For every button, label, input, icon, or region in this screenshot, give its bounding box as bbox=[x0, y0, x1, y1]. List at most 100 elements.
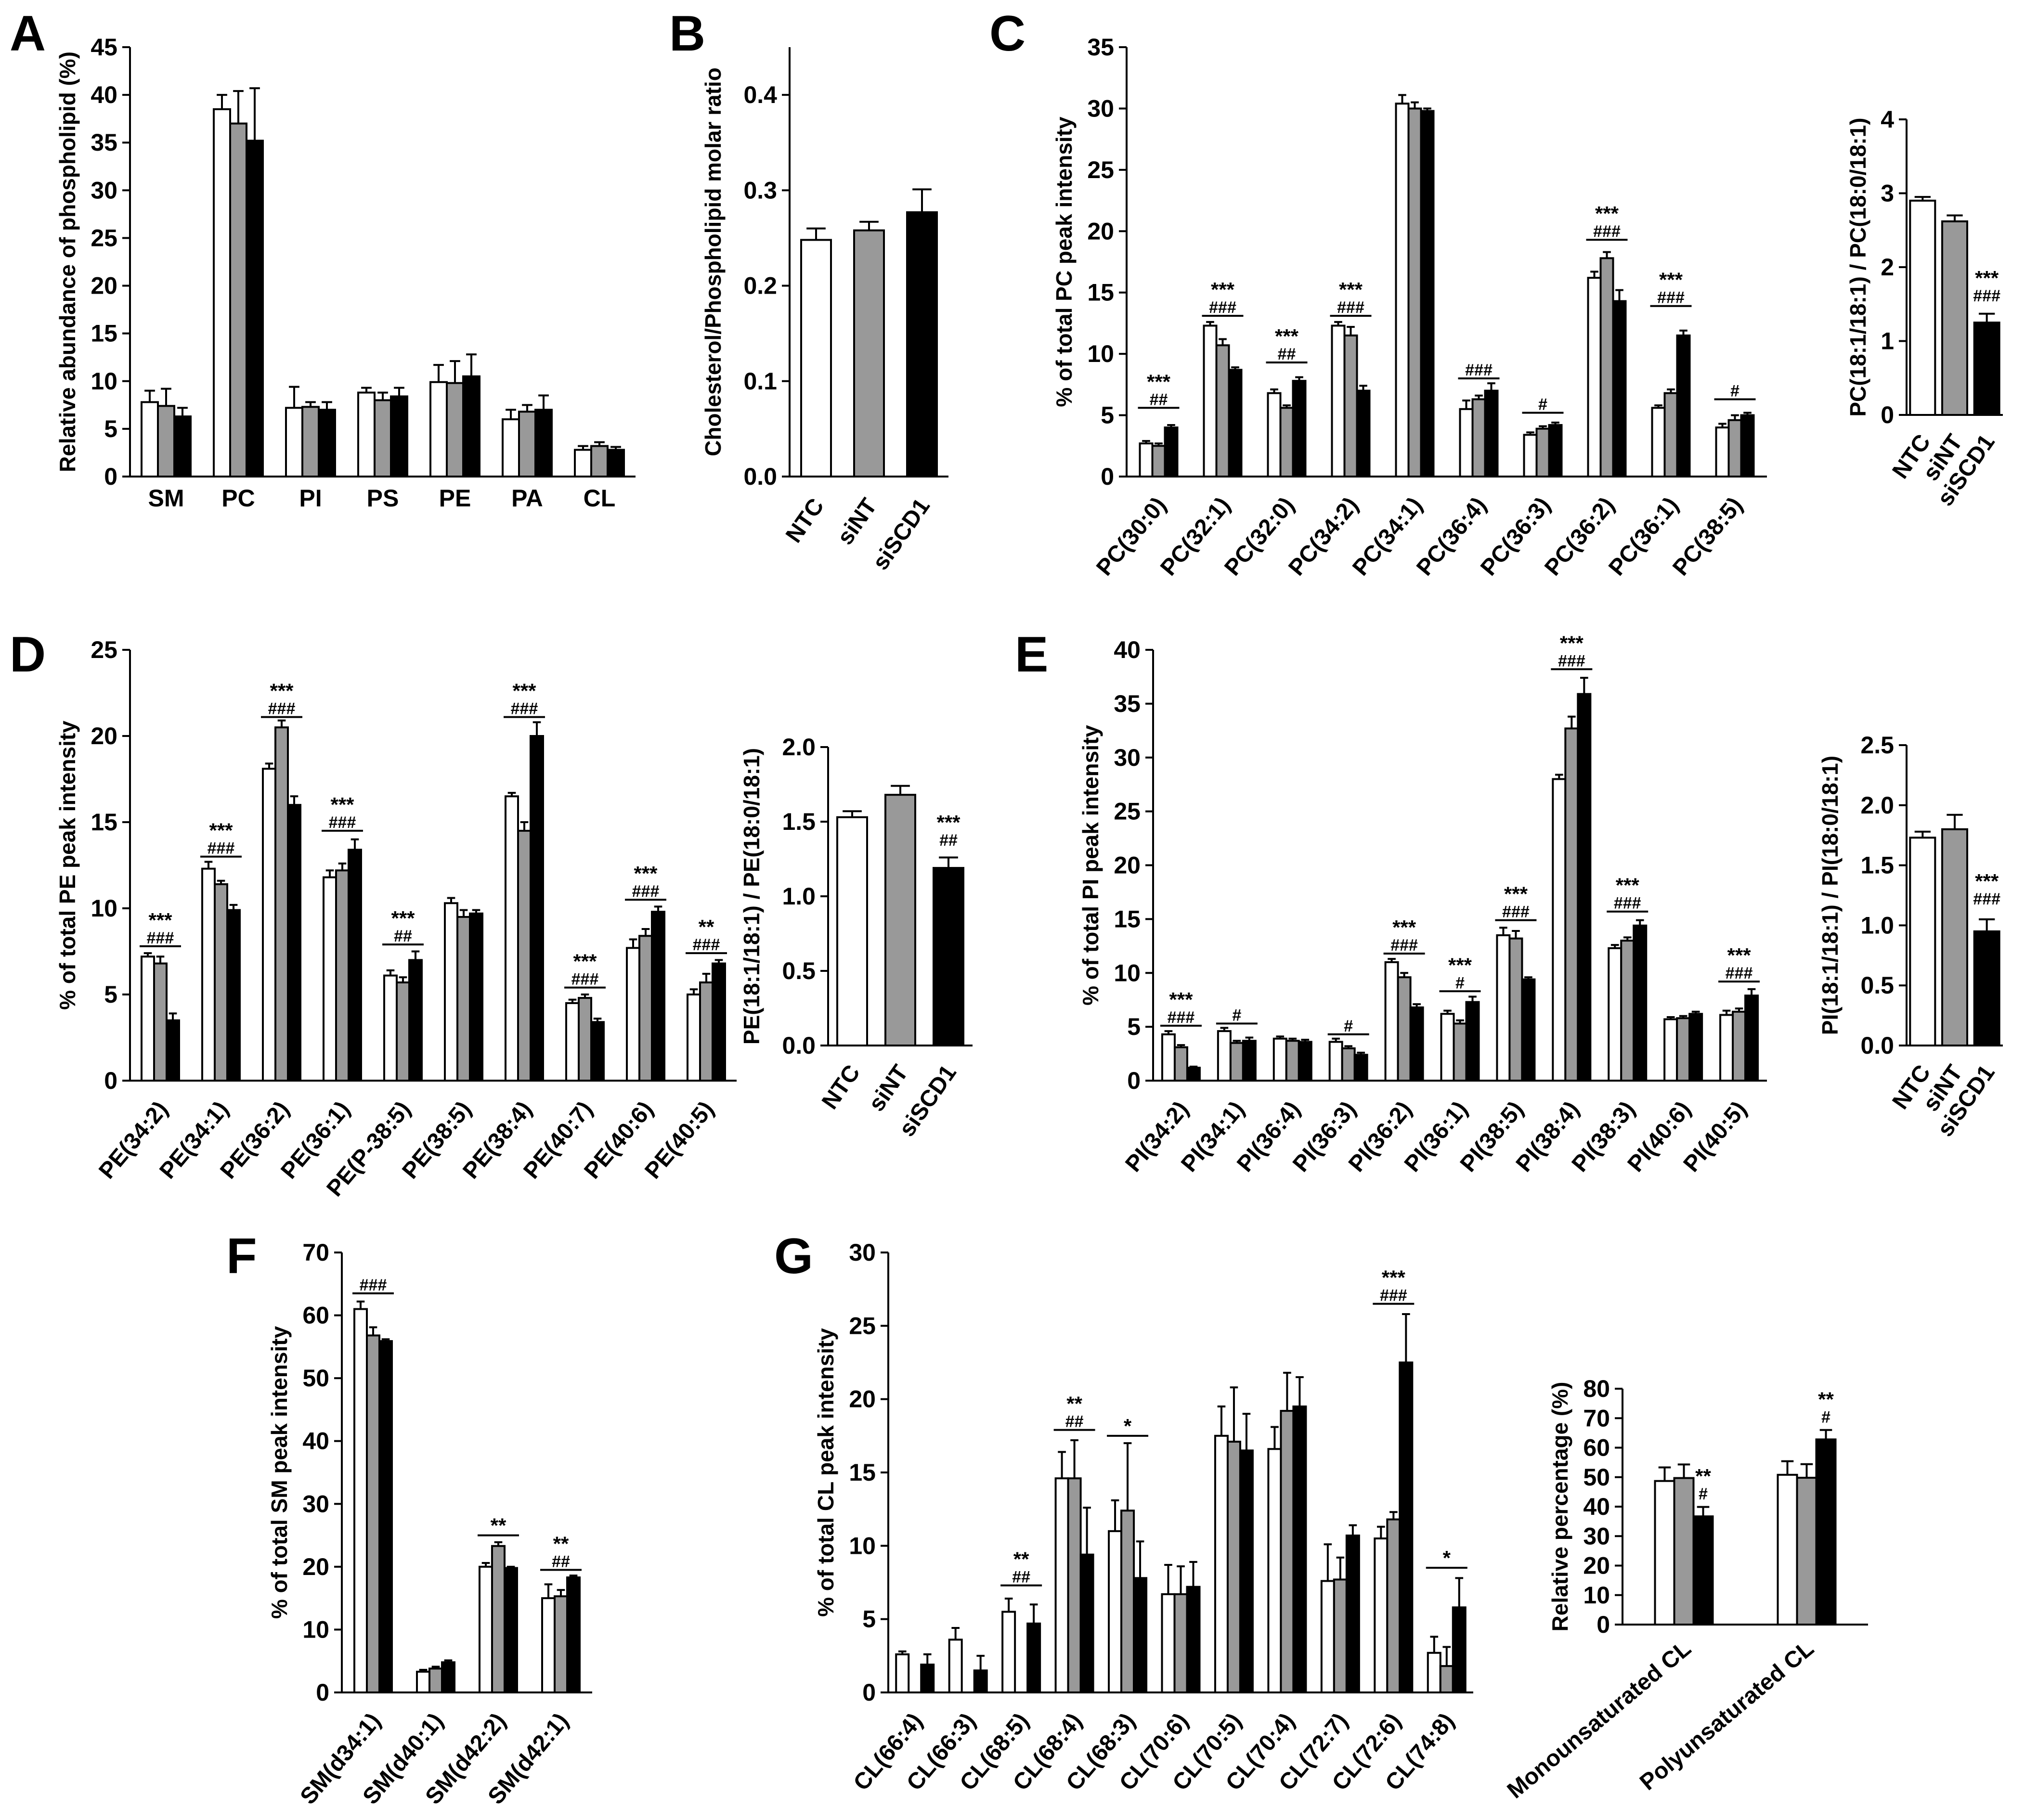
bar-NTC bbox=[502, 418, 520, 478]
y-tick-label: 10 bbox=[1114, 959, 1141, 986]
y-tick-label: 0 bbox=[1597, 1611, 1610, 1638]
bar-siNT bbox=[1564, 727, 1579, 1082]
bar-values bbox=[1941, 220, 1968, 416]
panel-F-bar-chart: 0 10 20 30 40 50 60 70 % of total SM peak intens… bbox=[226, 1228, 592, 1809]
bar-NTC bbox=[1587, 277, 1602, 478]
bar-siNT bbox=[1226, 1441, 1241, 1693]
y-tick-label: 15 bbox=[1087, 279, 1114, 306]
bar-siSCD1 bbox=[973, 1669, 988, 1694]
hash-significance: ### bbox=[329, 813, 356, 832]
y-tick-label: 0.5 bbox=[1860, 972, 1894, 999]
bar-siNT bbox=[274, 726, 289, 1082]
y-tick-label: 5 bbox=[104, 981, 117, 1008]
y-tick-label: 25 bbox=[1087, 156, 1114, 183]
bar-values bbox=[884, 794, 916, 1046]
panel-label: D bbox=[10, 627, 46, 683]
star-significance: *** bbox=[512, 680, 536, 702]
bar-NTC bbox=[201, 867, 216, 1082]
y-tick-label: 10 bbox=[302, 1616, 329, 1643]
y-tick-label: 0.2 bbox=[743, 272, 777, 299]
y-tick-label: 20 bbox=[1087, 218, 1114, 245]
star-significance: *** bbox=[270, 680, 294, 702]
y-tick-label: 1.0 bbox=[1860, 912, 1894, 939]
y-tick-label: 0.5 bbox=[782, 957, 816, 984]
bar-values bbox=[1909, 837, 1936, 1047]
bar-siNT bbox=[1599, 257, 1614, 478]
bar-siSCD1 bbox=[651, 911, 665, 1082]
y-tick-label: 30 bbox=[1114, 744, 1141, 771]
bar-NTC bbox=[1395, 103, 1410, 478]
x-tick-label: NTC bbox=[817, 1060, 865, 1114]
bar-siNT bbox=[1229, 1042, 1244, 1082]
bar-NTC bbox=[262, 768, 276, 1082]
hash-significance: ### bbox=[360, 1276, 387, 1294]
x-tick-label: siNT bbox=[832, 494, 882, 550]
y-tick-label: 1.5 bbox=[1860, 852, 1894, 879]
star-significance: *** bbox=[1616, 874, 1640, 897]
bar-NTC bbox=[1203, 324, 1218, 478]
hash-significance: ### bbox=[268, 700, 296, 718]
y-tick-label: 70 bbox=[302, 1239, 329, 1266]
bar-NTC bbox=[1108, 1530, 1123, 1694]
star-significance: *** bbox=[1275, 325, 1299, 348]
y-tick-label: 1.0 bbox=[782, 883, 816, 910]
bar-NTC bbox=[948, 1639, 963, 1694]
hash-significance: # bbox=[1821, 1408, 1830, 1427]
bar-siNT bbox=[1173, 1046, 1188, 1082]
star-significance: *** bbox=[1727, 944, 1752, 967]
star-significance: * bbox=[1443, 1547, 1451, 1569]
bar-values bbox=[853, 229, 885, 478]
bar-siSCD1 bbox=[226, 909, 241, 1082]
y-tick-label: 2.0 bbox=[782, 734, 816, 761]
y-tick-label: 0.0 bbox=[782, 1032, 816, 1059]
y-tick-label: 15 bbox=[91, 320, 117, 347]
y-tick-label: 25 bbox=[849, 1312, 876, 1339]
y-tick-label: 0 bbox=[1101, 463, 1114, 490]
hash-significance: ### bbox=[1502, 903, 1530, 921]
hash-significance: # bbox=[1699, 1485, 1708, 1503]
hash-significance: ## bbox=[1012, 1568, 1030, 1587]
y-tick-label: 3 bbox=[1881, 180, 1894, 207]
y-tick-label: 80 bbox=[1583, 1375, 1610, 1402]
bar-siNT bbox=[301, 406, 320, 478]
bar-siNT bbox=[229, 122, 247, 478]
y-tick-label: 2.0 bbox=[1860, 792, 1894, 819]
bar-siNT bbox=[1471, 398, 1486, 478]
bar-siNT bbox=[1279, 407, 1294, 478]
bar-siSCD1 bbox=[1356, 389, 1371, 478]
y-axis-title: PE(18:1/18:1) / PE(18:0/18:1) bbox=[739, 748, 764, 1045]
bar-siSCD1 bbox=[1740, 414, 1755, 478]
bar-siNT bbox=[1676, 1017, 1691, 1082]
star-significance: ** bbox=[1013, 1548, 1029, 1571]
hash-significance: ## bbox=[939, 831, 958, 850]
bar-siSCD1 bbox=[504, 1567, 518, 1693]
bar-NTC bbox=[565, 1002, 580, 1082]
bar-NTC bbox=[1777, 1473, 1798, 1626]
hash-significance: ### bbox=[1168, 1008, 1195, 1027]
bar-NTC bbox=[213, 108, 231, 478]
x-tick-label: SM bbox=[148, 485, 184, 512]
y-tick-label: 2.5 bbox=[1860, 732, 1894, 759]
bar-siSCD1 bbox=[1548, 424, 1563, 478]
bar-NTC bbox=[1161, 1033, 1176, 1082]
bar-siNT bbox=[1535, 427, 1550, 478]
panel-A-bar-chart: 0 5 10 15 20 25 30 35 40 45 Relative abundance of … bbox=[10, 6, 636, 512]
bar-siSCD1 bbox=[1026, 1622, 1041, 1693]
y-tick-label: 70 bbox=[1583, 1405, 1610, 1432]
y-tick-label: 0 bbox=[1881, 401, 1894, 428]
star-significance: ** bbox=[1066, 1393, 1082, 1415]
bar-siSCD1 bbox=[1186, 1586, 1201, 1693]
y-axis-title: % of total PC peak intensity bbox=[1051, 116, 1077, 407]
y-tick-label: 2 bbox=[1881, 254, 1894, 281]
y-axis-title: % of total PE peak intensity bbox=[55, 721, 80, 1010]
bar-siSCD1 bbox=[1692, 1515, 1714, 1626]
bar-siNT bbox=[1386, 1518, 1401, 1694]
bar-siNT bbox=[214, 883, 228, 1082]
x-tick-label: PI bbox=[299, 485, 322, 512]
bar-NTC bbox=[357, 391, 376, 478]
bar-NTC bbox=[353, 1308, 368, 1694]
bar-NTC bbox=[626, 947, 640, 1082]
